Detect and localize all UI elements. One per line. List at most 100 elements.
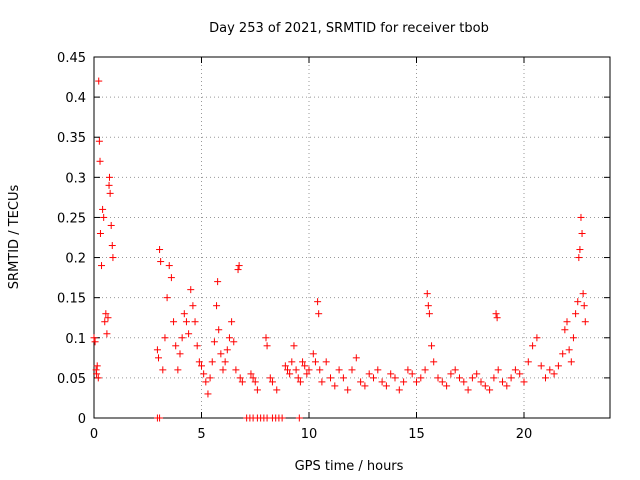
- data-point: [529, 342, 537, 350]
- data-point: [567, 358, 575, 366]
- data-point: [176, 350, 184, 358]
- data-point: [247, 370, 255, 378]
- y-tick-label: 0.1: [65, 332, 86, 347]
- data-point: [447, 370, 455, 378]
- data-point: [163, 294, 171, 302]
- data-point: [221, 358, 229, 366]
- data-point: [492, 310, 500, 318]
- data-point: [581, 318, 589, 326]
- data-point: [95, 77, 103, 85]
- data-point: [311, 358, 319, 366]
- data-point: [90, 334, 98, 342]
- y-axis-label: SRMTID / TECUs: [7, 185, 22, 290]
- data-point: [331, 382, 339, 390]
- data-point: [490, 374, 498, 382]
- data-point: [104, 314, 112, 322]
- data-point: [174, 366, 182, 374]
- data-point: [213, 302, 221, 310]
- data-point: [395, 386, 403, 394]
- data-point: [187, 286, 195, 294]
- data-point: [217, 350, 225, 358]
- zero-data-point: [156, 414, 164, 422]
- data-point: [208, 358, 216, 366]
- axis-ticks: 0 0.05 0.1 0.15 0.2 0.25 0.3 0.35 0.4 0.45 0 5 10 15 2…: [57, 51, 610, 442]
- data-point: [99, 205, 107, 213]
- data-point: [182, 318, 190, 326]
- data-point: [204, 390, 212, 398]
- data-point: [335, 366, 343, 374]
- chart-title: Day 253 of 2021, SRMTID for receiver tbo…: [209, 21, 489, 36]
- data-point: [315, 310, 323, 318]
- data-point: [251, 378, 259, 386]
- data-point: [318, 378, 326, 386]
- data-point: [290, 342, 298, 350]
- y-tick-label: 0.3: [65, 171, 86, 186]
- data-point: [96, 229, 104, 237]
- data-point: [322, 358, 330, 366]
- data-point: [292, 366, 300, 374]
- data-point: [443, 382, 451, 390]
- data-point: [569, 334, 577, 342]
- zero-data-point: [278, 414, 286, 422]
- data-point: [296, 378, 304, 386]
- data-point: [266, 374, 274, 382]
- data-point: [219, 366, 227, 374]
- data-point: [198, 362, 205, 370]
- data-point: [95, 137, 103, 145]
- data-point: [102, 310, 110, 318]
- data-point: [391, 374, 399, 382]
- data-point: [210, 338, 218, 346]
- data-point: [516, 370, 524, 378]
- data-point: [299, 358, 307, 366]
- data-point: [576, 246, 584, 254]
- data-point: [370, 374, 377, 382]
- data-point: [417, 374, 425, 382]
- y-tick-label: 0.2: [65, 252, 86, 267]
- data-point: [387, 370, 395, 378]
- data-point: [185, 330, 193, 338]
- data-point: [533, 334, 541, 342]
- data-point: [542, 374, 549, 382]
- data-point: [404, 366, 412, 374]
- data-point: [316, 366, 324, 374]
- x-axis-label: GPS time / hours: [295, 459, 404, 474]
- data-point: [486, 386, 494, 394]
- data-point: [286, 370, 294, 378]
- data-point: [155, 354, 162, 362]
- data-point: [493, 314, 501, 322]
- data-point: [178, 334, 186, 342]
- data-point: [206, 374, 214, 382]
- data-point: [507, 374, 515, 382]
- data-point: [477, 378, 485, 386]
- data-point: [575, 254, 583, 262]
- data-point: [563, 318, 571, 326]
- data-point: [93, 370, 101, 378]
- data-point: [156, 246, 164, 254]
- data-point: [365, 370, 373, 378]
- y-tick-label: 0: [78, 412, 86, 427]
- data-point: [464, 386, 472, 394]
- data-point: [546, 366, 554, 374]
- data-point: [96, 157, 104, 165]
- data-point: [357, 378, 365, 386]
- data-point: [93, 362, 101, 370]
- data-point: [428, 342, 436, 350]
- data-point: [511, 366, 519, 374]
- data-point: [561, 326, 569, 334]
- data-point: [425, 310, 433, 318]
- y-tick-label: 0.25: [57, 211, 86, 226]
- data-point: [424, 302, 432, 310]
- data-point: [481, 382, 489, 390]
- data-point: [94, 374, 102, 382]
- data-point: [238, 378, 246, 386]
- data-point: [193, 342, 201, 350]
- x-tick-label: 0: [90, 427, 98, 442]
- data-point: [105, 173, 113, 181]
- data-point: [191, 318, 199, 326]
- data-point: [98, 262, 106, 270]
- data-point: [550, 370, 558, 378]
- data-point: [554, 362, 562, 370]
- data-point: [438, 378, 446, 386]
- data-point: [100, 213, 108, 221]
- data-point: [214, 278, 222, 286]
